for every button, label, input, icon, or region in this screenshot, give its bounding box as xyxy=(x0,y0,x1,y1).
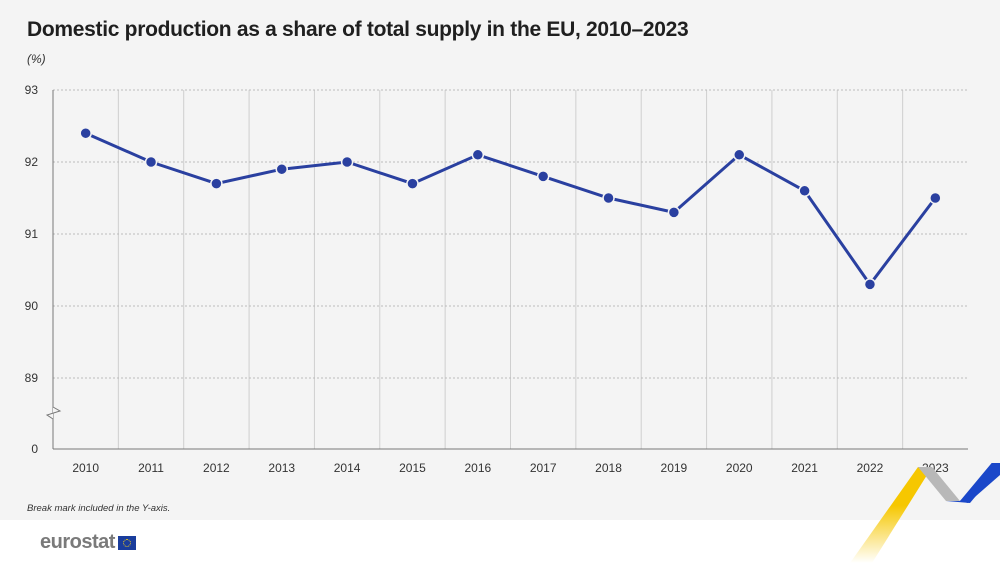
x-tick-label: 2014 xyxy=(334,461,361,475)
data-point xyxy=(667,206,681,219)
data-point xyxy=(210,177,223,190)
y-tick-label: 91 xyxy=(25,227,39,241)
data-point xyxy=(863,278,877,291)
x-tick-label: 2019 xyxy=(661,461,688,475)
chart-title: Domestic production as a share of total … xyxy=(27,18,689,41)
y-tick-label: 93 xyxy=(25,83,39,97)
data-point xyxy=(340,155,354,169)
footnote: Break mark included in the Y-axis. xyxy=(27,503,171,514)
data-point xyxy=(471,148,485,162)
x-tick-label: 2015 xyxy=(399,461,426,475)
x-tick-label: 2018 xyxy=(595,461,622,475)
logo-text: eurostat xyxy=(40,531,115,553)
data-point xyxy=(602,191,615,205)
data-point xyxy=(929,191,942,205)
data-point xyxy=(144,155,158,169)
corner-decoration-icon xyxy=(850,463,1000,563)
eu-flag-icon xyxy=(117,535,136,550)
data-point xyxy=(733,148,746,162)
line-chart: 93 92 91 90 89 0 2010 2011 2012 2013 2014 2015 2016 2… xyxy=(25,83,968,475)
data-point xyxy=(406,177,419,190)
y-tick-label: 0 xyxy=(31,442,38,456)
y-tick-label: 92 xyxy=(25,155,39,169)
data-point xyxy=(798,184,811,198)
axis-break-mark xyxy=(45,406,62,420)
unit-label: (%) xyxy=(27,52,46,66)
data-point xyxy=(79,126,92,140)
y-tick-label: 90 xyxy=(25,299,39,313)
x-tick-label: 2021 xyxy=(791,461,818,475)
data-point xyxy=(536,170,550,183)
y-tick-label: 89 xyxy=(25,371,39,385)
x-tick-label: 2020 xyxy=(726,461,753,475)
x-tick-label: 2022 xyxy=(857,461,884,475)
data-point xyxy=(275,162,288,176)
chart-panel xyxy=(0,0,1000,520)
x-tick-label: 2017 xyxy=(530,461,557,475)
x-tick-label: 2013 xyxy=(268,461,295,475)
x-tick-label: 2011 xyxy=(138,461,164,475)
x-tick-label: 2012 xyxy=(203,461,230,475)
eurostat-logo: eurostat xyxy=(40,531,136,554)
series-line xyxy=(85,131,937,287)
x-tick-label: 2016 xyxy=(464,461,491,475)
x-tick-label: 2010 xyxy=(72,461,99,475)
